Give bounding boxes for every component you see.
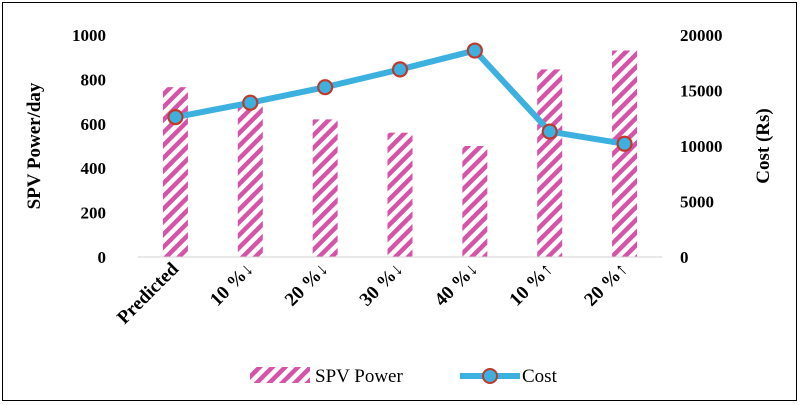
left-tick-label: 1000 xyxy=(72,26,106,45)
right-tick-label: 10000 xyxy=(680,137,723,156)
cost-point xyxy=(466,42,483,59)
category-label: Predicted xyxy=(113,258,183,328)
left-tick-label: 0 xyxy=(98,248,107,267)
spv-power-bar xyxy=(312,119,338,257)
category-label: 40 %↓ xyxy=(431,259,483,311)
right-tick-label: 0 xyxy=(680,248,689,267)
cost-point xyxy=(317,79,334,96)
category-label: 30 %↓ xyxy=(356,259,408,311)
category-label: 20 %↓ xyxy=(281,259,333,311)
legend-swatch-cost-marker xyxy=(482,368,498,384)
legend-swatch-spv-power xyxy=(250,367,310,383)
cost-point xyxy=(616,135,633,152)
cost-point xyxy=(167,109,184,126)
spv-power-bar xyxy=(537,69,563,257)
category-label: 10 %↑ xyxy=(505,259,557,311)
cost-point xyxy=(541,123,558,140)
left-tick-label: 800 xyxy=(81,70,107,89)
spv-power-bar xyxy=(462,146,488,257)
legend-label-cost: Cost xyxy=(522,366,558,387)
legend: SPV Power Cost xyxy=(250,366,558,387)
right-tick-label: 15000 xyxy=(680,82,723,101)
cost-point xyxy=(391,61,409,78)
spv-power-bar xyxy=(612,50,638,257)
spv-power-bar xyxy=(237,101,263,257)
category-label: 10 %↓ xyxy=(206,259,258,311)
right-tick-label: 20000 xyxy=(680,26,723,45)
left-tick-label: 200 xyxy=(81,204,107,223)
category-label: 20 %↑ xyxy=(580,259,632,311)
left-axis-title: SPV Power/day xyxy=(24,82,45,209)
legend-label-spv-power: SPV Power xyxy=(315,366,403,387)
spv-power-bar xyxy=(387,132,413,257)
right-axis-title: Cost (Rs) xyxy=(753,108,774,183)
left-tick-label: 600 xyxy=(81,115,107,134)
cost-point xyxy=(242,94,259,111)
right-tick-label: 5000 xyxy=(680,193,714,212)
left-tick-label: 400 xyxy=(81,159,107,178)
